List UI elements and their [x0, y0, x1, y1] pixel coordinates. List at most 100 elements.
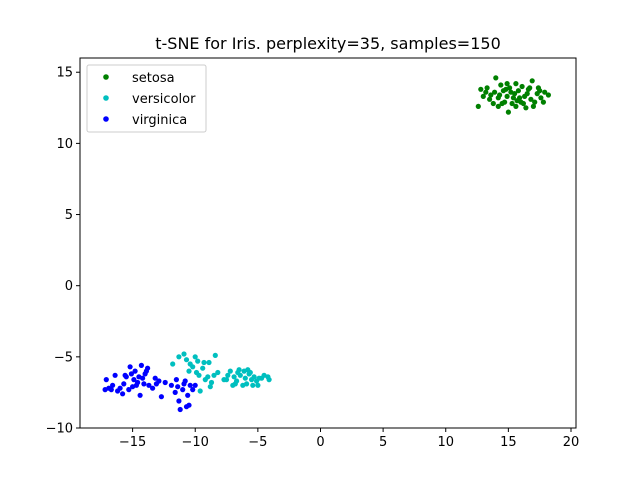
setosa-point: [513, 81, 519, 87]
x-axis: −15 −10 −5 0 5 10 15 20: [119, 428, 579, 450]
virginica-point: [143, 368, 149, 374]
versicolor-point: [176, 354, 182, 360]
versicolor-point: [212, 352, 218, 358]
versicolor-point: [170, 361, 176, 367]
legend-box: [86, 64, 207, 133]
virginica-point: [190, 387, 196, 393]
versicolor-point: [207, 384, 213, 390]
virginica-point: [127, 364, 133, 370]
virginica-point: [110, 382, 116, 388]
versicolor-point: [193, 369, 200, 376]
virginica-point: [192, 382, 198, 388]
virginica-point: [150, 385, 156, 391]
virginica-point: [137, 392, 143, 398]
versicolor-point: [195, 358, 201, 364]
setosa-point: [530, 103, 537, 109]
setosa-point: [483, 89, 489, 95]
setosa-point: [540, 99, 547, 105]
x-tick-label: 20: [563, 435, 580, 450]
setosa-point: [517, 95, 523, 101]
setosa-point: [484, 85, 490, 91]
setosa-point: [520, 100, 527, 107]
setosa-point: [493, 75, 499, 81]
virginica-point: [162, 379, 168, 386]
versicolor-point: [186, 368, 192, 374]
virginica-point: [168, 382, 174, 388]
virginica-point: [120, 391, 126, 397]
virginica-point: [128, 371, 134, 377]
setosa-point: [480, 93, 486, 99]
setosa-point: [538, 95, 544, 101]
virginica-point: [172, 389, 178, 395]
versicolor-point: [187, 361, 193, 367]
virginica-point: [121, 381, 127, 387]
chart-title: t-SNE for Iris. perplexity=35, samples=1…: [155, 34, 501, 53]
setosa-point: [488, 92, 494, 98]
virginica-point: [185, 392, 191, 398]
virginica-point: [141, 381, 147, 387]
virginica-point: [180, 387, 186, 393]
setosa-point: [490, 100, 496, 107]
x-tick-label: 10: [437, 435, 454, 450]
versicolor-point: [255, 382, 261, 388]
versicolor-point: [266, 377, 272, 383]
virginica-point: [156, 378, 162, 384]
virginica-point: [177, 406, 183, 413]
x-tick-label: −5: [248, 435, 267, 450]
virginica-point: [122, 372, 128, 378]
virginica-point: [187, 382, 193, 388]
versicolor-point: [201, 359, 207, 366]
virginica-point: [131, 377, 137, 383]
versicolor-point: [244, 381, 250, 387]
x-tick-label: 15: [500, 435, 517, 450]
versicolor-point: [231, 374, 237, 380]
virginica-point: [158, 394, 164, 400]
plot-frame: [79, 57, 577, 429]
versicolor-point: [251, 374, 257, 380]
legend-marker-versicolor: [103, 95, 109, 101]
virginica-point: [132, 368, 138, 374]
versicolor-point: [200, 365, 206, 371]
setosa-point: [498, 82, 504, 88]
virginica-point: [146, 382, 152, 388]
virginica-point: [182, 378, 188, 384]
setosa-point: [508, 89, 514, 95]
virginica-point: [186, 402, 192, 408]
setosa-point: [487, 96, 493, 102]
setosa-point: [528, 96, 534, 102]
setosa-point: [492, 89, 498, 95]
setosa-point: [515, 88, 522, 94]
versicolor-point: [192, 354, 198, 360]
versicolor-point: [215, 369, 221, 376]
versicolor-point: [208, 379, 215, 386]
x-tick-label: 5: [379, 435, 387, 450]
versicolor-point: [232, 381, 238, 387]
setosa-point: [497, 92, 503, 98]
versicolor-point: [181, 351, 187, 357]
setosa-point: [475, 103, 481, 109]
versicolor-point: [223, 377, 230, 383]
x-tick-label: −15: [119, 435, 146, 450]
legend: setosa versicolor virginica: [86, 64, 207, 133]
legend-marker-virginica: [103, 116, 109, 122]
versicolor-point: [242, 375, 248, 381]
setosa-point: [527, 85, 533, 91]
virginica-point: [176, 398, 182, 404]
setosa-point: [529, 78, 535, 84]
versicolor-point: [197, 388, 203, 394]
x-tick-label: 0: [316, 435, 324, 450]
setosa-point: [542, 89, 548, 95]
virginica-point: [138, 362, 144, 368]
setosa-point: [504, 93, 510, 99]
setosa-point: [509, 100, 515, 107]
virginica-point: [140, 375, 146, 381]
virginica-point: [103, 377, 109, 383]
setosa-point: [478, 86, 484, 92]
legend-label-versicolor: versicolor: [132, 92, 196, 107]
virginica-point: [152, 375, 158, 381]
setosa-point: [545, 92, 552, 98]
setosa-point: [495, 103, 501, 109]
setosa-point: [510, 95, 516, 101]
versicolor-point: [183, 357, 190, 363]
